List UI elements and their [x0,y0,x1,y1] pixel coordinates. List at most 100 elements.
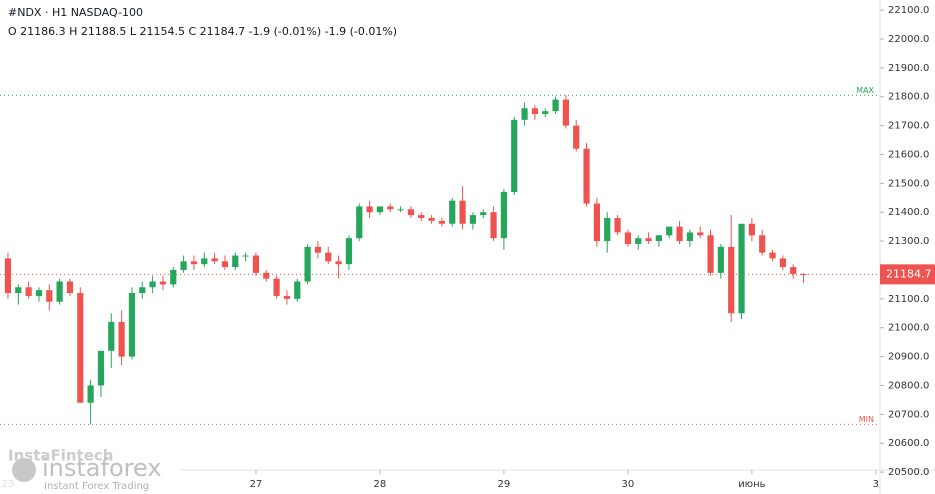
last-price-label: 21184.7 [886,267,932,280]
candle-body [779,258,786,268]
reference-label: MIN [859,415,874,424]
candle-body [738,223,745,314]
candle-body [128,293,136,357]
y-tick-label: 20600.0 [888,438,929,449]
y-tick-label: 21300.0 [888,236,929,247]
candle-body [686,232,693,242]
candle-body [624,232,631,244]
y-tick-label: 21600.0 [888,149,929,160]
ohlc-legend: O 21186.3 H 21188.5 L 21154.5 C 21184.7 … [8,25,397,38]
candle-body [645,238,652,242]
y-tick-label: 20800.0 [888,380,929,391]
candle-body [15,287,22,294]
y-tick-label: 21900.0 [888,63,929,74]
y-tick-label: 21800.0 [888,92,929,103]
logo-name: instaforex [42,454,162,482]
candle-body [407,209,415,216]
candle-body [232,255,239,268]
candle-body [221,261,229,268]
logo-icon [12,458,36,482]
candle-body [552,99,559,112]
watermark: InstaFintech [8,447,113,465]
y-tick-label: 21500.0 [888,178,929,189]
x-tick-label: 30 [622,479,635,490]
candle-body [614,217,621,233]
candle-body [635,238,642,244]
candle-body [490,212,497,239]
x-tick-label: 3 [873,479,879,490]
candle-body [263,272,270,279]
candle-body [77,293,84,403]
y-tick-label: 20900.0 [888,352,929,363]
candle-body [170,269,177,285]
candle-body [573,125,580,149]
candle-body [707,235,714,273]
candle-body [697,232,704,236]
x-tick-label: июнь [738,479,765,490]
candle-body [273,278,280,296]
candle-body [531,108,539,115]
candle-body [366,206,373,213]
logo: InstaFintech instaforex Instant Forex Tr… [0,447,180,494]
candle-body [325,252,332,262]
candle-body [790,267,797,274]
candle-body [283,295,291,299]
reference-label: MAX [856,86,874,95]
candle-body [35,290,43,296]
candle-body [56,281,63,302]
logo-tagline: Instant Forex Trading [44,481,149,492]
candle-body [25,287,32,296]
candle-body [190,261,198,265]
candle-body [294,281,301,299]
candle-body [542,111,549,115]
candle-body [376,206,384,213]
candle-body [759,235,766,253]
y-tick-label: 20700.0 [888,409,929,420]
y-tick-label: 21700.0 [888,121,929,132]
candle-body [66,281,74,294]
candle-body [438,220,446,224]
candle-body [345,238,353,265]
candle-body [500,191,508,239]
candle-body [304,246,311,282]
candle-body [666,226,673,236]
x-tick-label: 27 [250,479,263,490]
candle-body [335,261,342,265]
candle-body [356,206,363,239]
candle-body [180,261,187,270]
candle-body [387,206,394,210]
chart-title: #NDX · H1 NASDAQ-100 [8,6,143,19]
y-tick-label: 21100.0 [888,294,929,305]
candle-body [397,209,404,211]
y-tick-label: 22100.0 [888,5,929,16]
candle-body [769,252,776,259]
candle-body [314,246,322,253]
candle-body [511,119,518,192]
candle-body [418,215,425,218]
candle-body [604,217,611,242]
candle-body [149,281,156,288]
candle-body [139,287,146,294]
candle-body [201,258,208,265]
candle-body [593,203,600,242]
candle-body [676,226,683,242]
candle-body [159,281,167,285]
candle-body [87,385,94,403]
candle-body [469,215,477,224]
candle-body [118,321,125,357]
candle-body [211,258,218,262]
candle-body [655,235,662,242]
candle-body [583,148,590,204]
candles [4,95,807,425]
candle-body [242,255,249,257]
candle-body [521,108,528,120]
candle-body [4,258,12,294]
candle-body [449,200,456,224]
candle-body [800,273,807,275]
candle-body [252,255,260,273]
y-tick-label: 22000.0 [888,34,929,45]
candle-body [717,246,724,273]
candle-body [97,350,105,386]
last-price-box [880,264,935,285]
